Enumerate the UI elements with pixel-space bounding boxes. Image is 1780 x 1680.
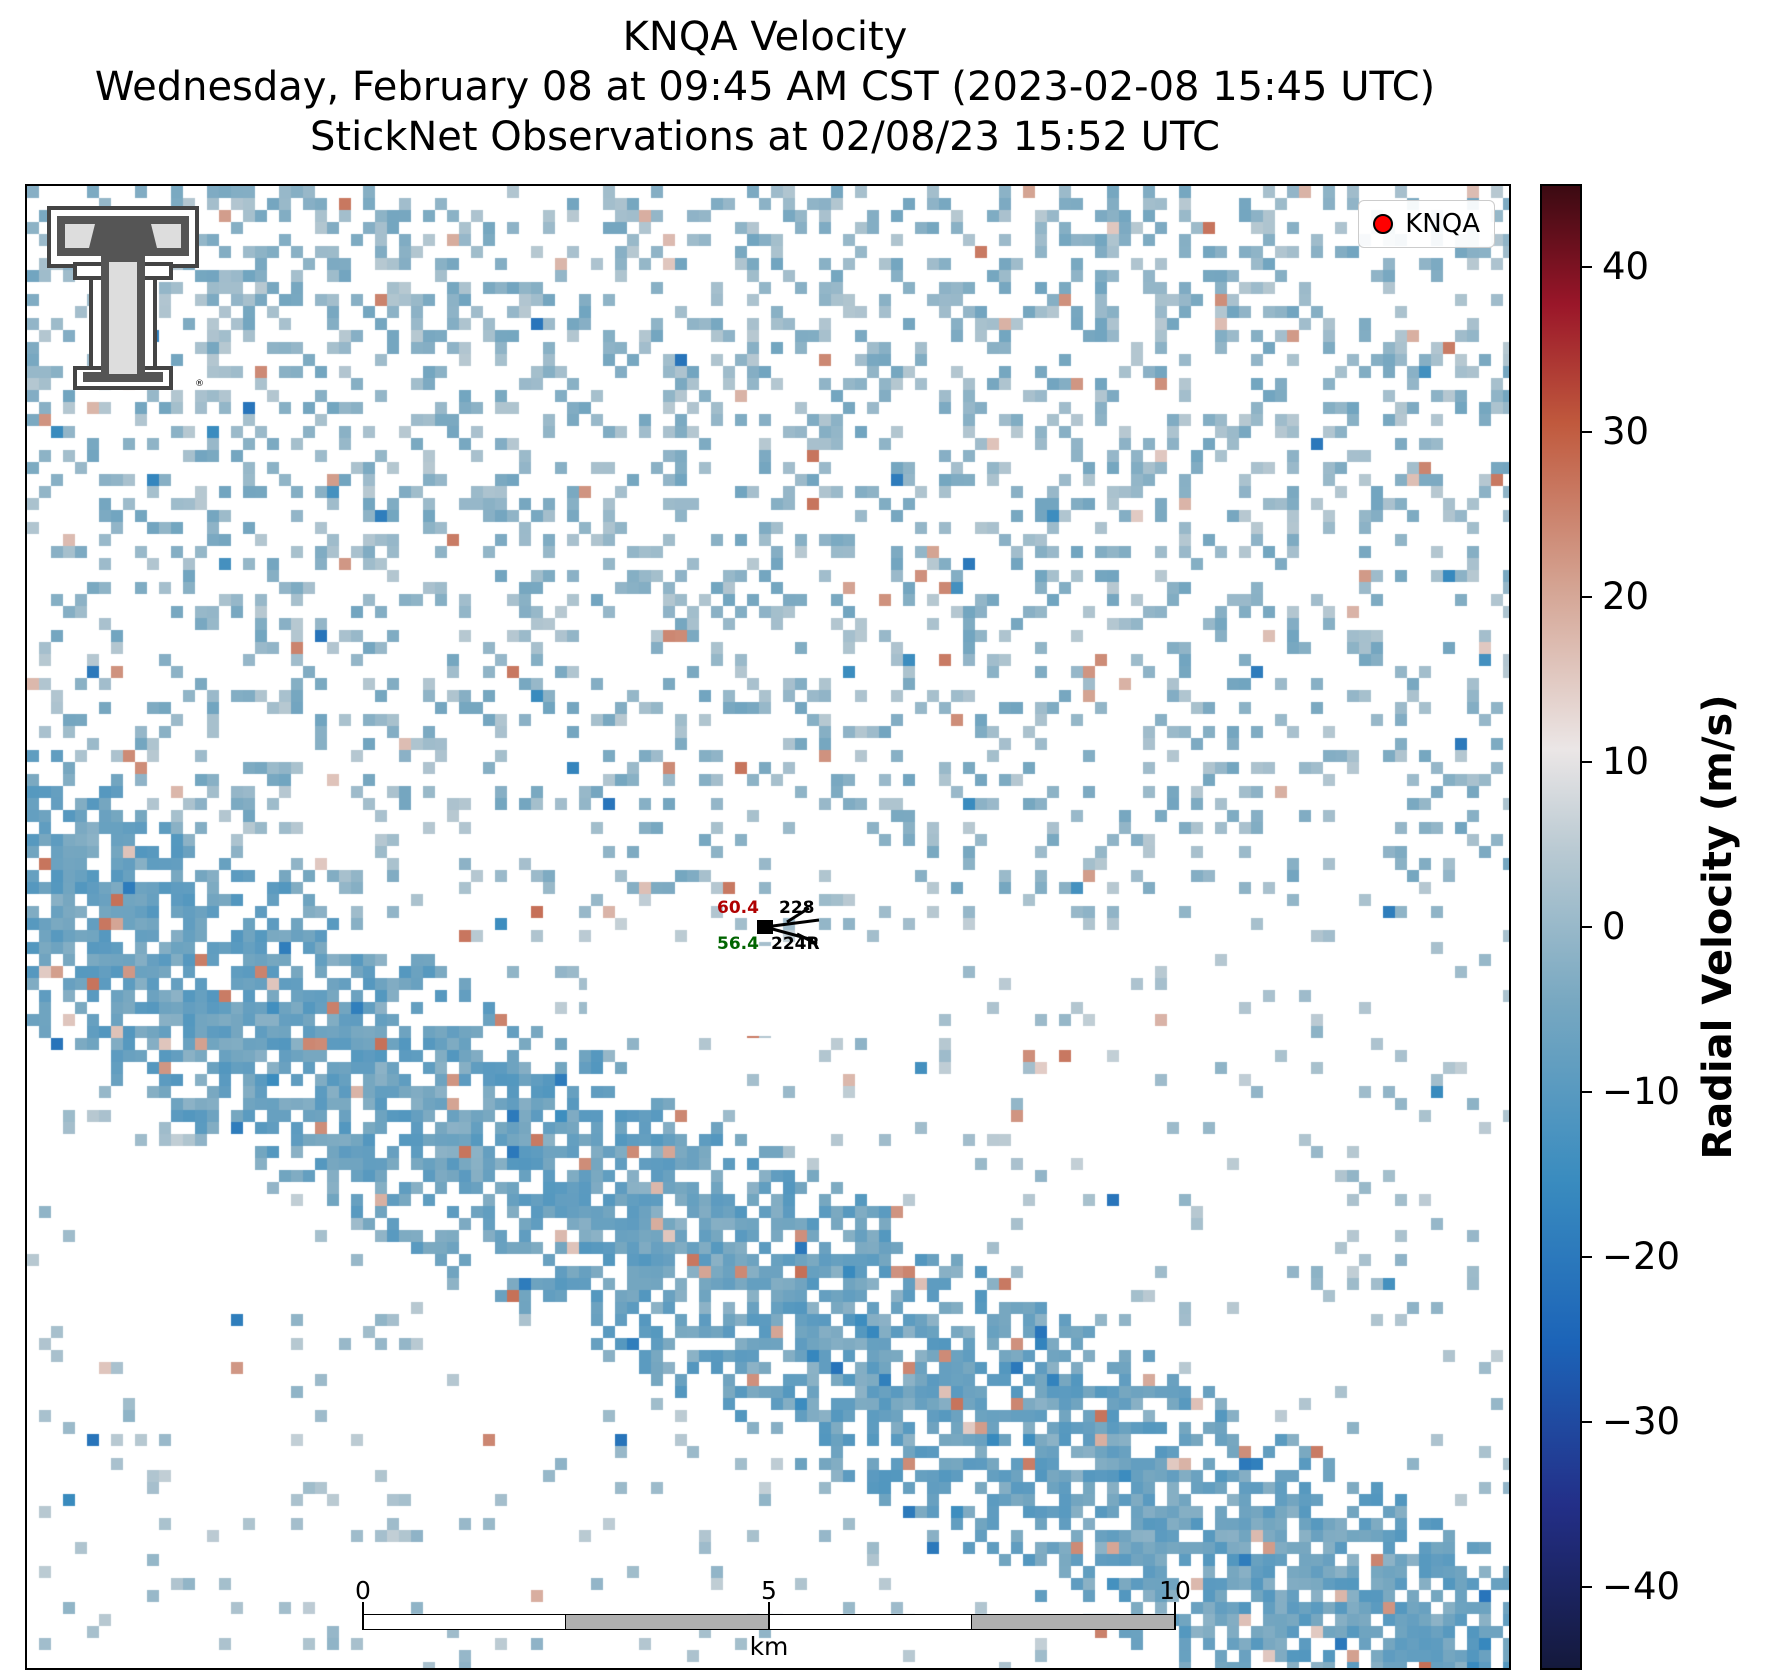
wind-barb-icon <box>757 906 820 946</box>
scale-unit: km <box>749 1632 789 1661</box>
scale-segment <box>971 1614 1175 1630</box>
station-direction-top: 228 <box>779 898 815 918</box>
colorbar-tick-label: 20 <box>1602 574 1650 618</box>
scale-segment <box>768 1614 972 1630</box>
velocity-colorbar <box>1540 184 1582 1670</box>
legend-label: KNQA <box>1405 209 1480 239</box>
colorbar-tick-label: −30 <box>1602 1400 1681 1444</box>
scale-label-mid: 5 <box>761 1576 777 1605</box>
map-legend: KNQA <box>1358 200 1495 248</box>
colorbar-tick-label: 0 <box>1602 905 1626 948</box>
map-title: KNQA Velocity <box>622 14 908 60</box>
colorbar-tick-mark <box>1582 1586 1592 1589</box>
map-subtitle-observations: StickNet Observations at 02/08/23 15:52 … <box>310 114 1220 160</box>
colorbar-tick-mark <box>1582 1091 1592 1094</box>
radar-map-panel[interactable]: KNQA 60.4 56.4 228 224R <box>25 184 1511 1670</box>
scale-tick <box>1174 1602 1176 1630</box>
colorbar-title: Radial Velocity (m/s) <box>1695 694 1741 1160</box>
colorbar-tick-label: 40 <box>1602 244 1650 288</box>
scale-tick <box>362 1602 364 1630</box>
colorbar-tick-label: 30 <box>1602 409 1650 453</box>
scale-segment <box>362 1614 566 1630</box>
svg-text:®: ® <box>195 379 204 389</box>
colorbar-tick-mark <box>1582 760 1592 763</box>
station-temperature: 60.4 <box>717 898 759 918</box>
colorbar-tick-mark <box>1582 1421 1592 1424</box>
distance-scale-bar: 0 5 10 km <box>355 1576 1191 1661</box>
colorbar-tick-mark <box>1582 926 1592 928</box>
scale-tick <box>768 1602 770 1630</box>
radar-site-marker-icon <box>1373 214 1394 234</box>
scale-label-end: 10 <box>1159 1576 1191 1605</box>
colorbar-tick-label: −20 <box>1602 1235 1681 1279</box>
colorbar-tick-mark <box>1582 265 1592 268</box>
scale-segment <box>565 1614 769 1630</box>
colorbar-tick-label: −10 <box>1602 1070 1681 1114</box>
colorbar-tick-mark <box>1582 595 1592 598</box>
colorbar-tick-mark <box>1582 430 1592 433</box>
map-subtitle-time: Wednesday, February 08 at 09:45 AM CST (… <box>94 64 1436 110</box>
station-dewpoint: 56.4 <box>717 934 759 954</box>
texas-tech-double-t-logo: ® <box>47 206 204 390</box>
colorbar-tick-label: −40 <box>1602 1565 1681 1609</box>
colorbar-tick-mark <box>1582 1256 1592 1259</box>
colorbar-tick-label: 10 <box>1602 739 1650 783</box>
scale-label-start: 0 <box>355 1576 371 1605</box>
